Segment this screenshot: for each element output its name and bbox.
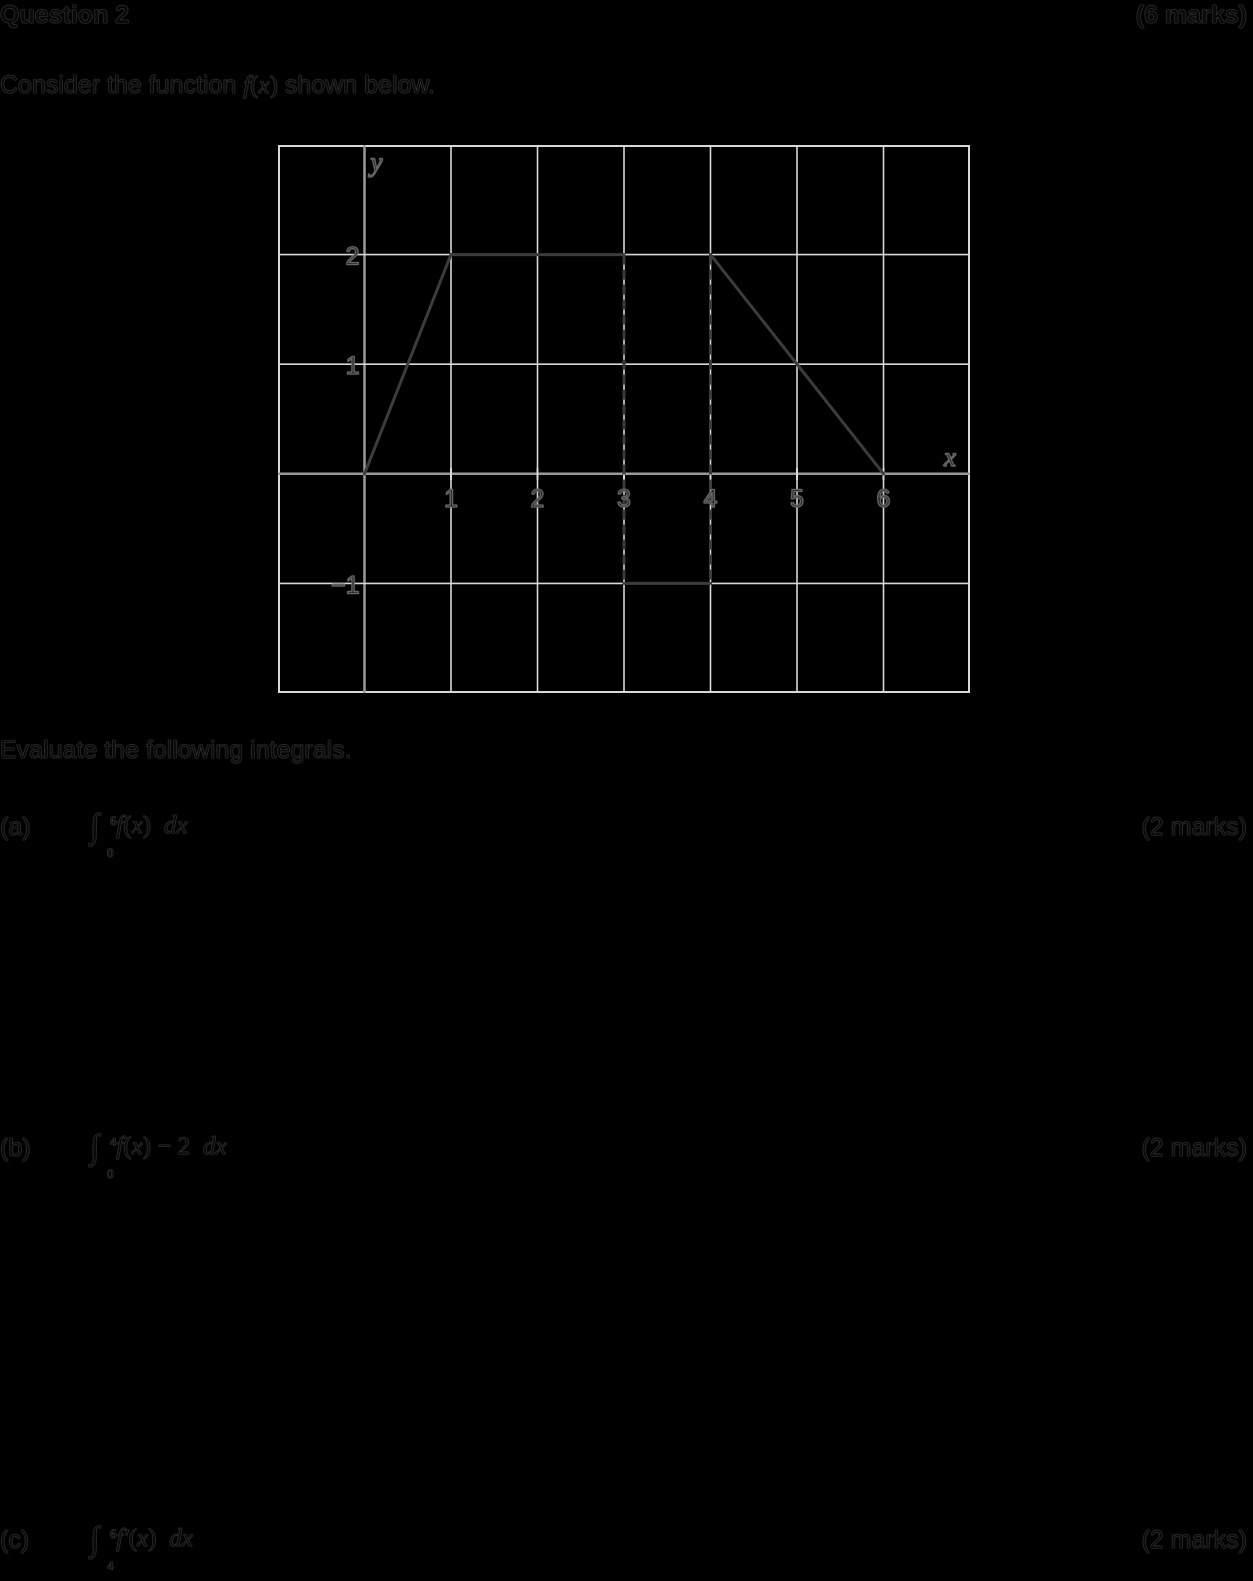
graph-labels: 1 2 3 4 5 6 2 1 −1 y x	[331, 147, 957, 600]
curve-segment	[363, 253, 453, 476]
x-tick-label: 6	[877, 485, 891, 513]
intro-func-open: (	[250, 72, 259, 99]
part-b-integrand-close: )	[142, 1133, 151, 1160]
part-b-marks: (2 marks)	[1141, 1134, 1247, 1162]
part-c-integrand-x: x	[137, 1525, 149, 1552]
part-b-integrand-x: x	[131, 1133, 143, 1160]
part-b-upper-limit: 4	[110, 1134, 117, 1149]
intro-func-x: x	[258, 72, 270, 99]
y-tick-label: 2	[346, 243, 360, 271]
part-b-integrand-extra: −	[151, 1133, 178, 1160]
x-tick-label: 2	[531, 485, 545, 513]
part-a-label: (a)	[0, 813, 31, 841]
integral-sign-c: ∫	[90, 1521, 100, 1558]
intro-after: shown below.	[277, 71, 435, 99]
intro-sentence: Consider the function f(x) shown below.	[0, 70, 435, 101]
part-b-integrand-open: (	[123, 1133, 132, 1160]
part-b-lower-limit: 0	[107, 1166, 114, 1181]
part-a-upper-limit: 6	[110, 813, 117, 828]
part-c-lower-limit: 4	[107, 1558, 114, 1573]
x-tick-label: 4	[704, 485, 718, 513]
part-c-marks: (2 marks)	[1141, 1526, 1247, 1554]
function-graph: 1 2 3 4 5 6 2 1 −1 y x	[278, 145, 970, 693]
x-tick-label: 1	[444, 485, 458, 513]
part-b-integral: ∫ 4 0 f(x) − 2 dx	[90, 1129, 227, 1182]
part-b-label: (b)	[0, 1134, 31, 1162]
part-b-integrand-const: 2	[177, 1133, 191, 1160]
x-tick-label: 3	[617, 485, 631, 513]
x-tick-label: 5	[790, 485, 804, 513]
x-axis-label: x	[943, 442, 956, 472]
part-c-integrand-close: )	[148, 1525, 157, 1552]
y-tick-label: 1	[346, 352, 360, 380]
part-b-differential: dx	[203, 1133, 227, 1160]
intro-func-close: )	[269, 72, 278, 99]
integral-sign-a: ∫	[90, 808, 100, 845]
intro-before: Consider the function	[0, 71, 244, 99]
y-axis-label: y	[368, 147, 383, 177]
integral-sign-b: ∫	[90, 1129, 100, 1166]
part-a-integrand-open: (	[123, 812, 132, 839]
part-c-integrand-open: (	[128, 1525, 138, 1552]
part-a-integral: ∫ 6 0 f(x) dx	[90, 808, 188, 861]
curve-segment	[709, 253, 885, 476]
function-curve	[363, 253, 885, 585]
instruction-text: Evaluate the following integrals.	[0, 736, 352, 764]
part-a-integrand-f: f	[116, 812, 124, 839]
part-a-marks: (2 marks)	[1141, 813, 1247, 841]
part-c-upper-limit: 6	[110, 1526, 117, 1541]
part-a-differential: dx	[163, 812, 188, 839]
y-tick-label: −1	[331, 571, 360, 599]
part-c-integral: ∫ 6 4 f′(x) dx	[90, 1521, 194, 1574]
part-c-integrand-f: f′	[116, 1525, 129, 1552]
question-title: Question 2	[0, 1, 130, 29]
part-a-integrand-close: )	[142, 812, 151, 839]
total-marks: (6 marks)	[1135, 1, 1247, 29]
part-c-label: (c)	[0, 1526, 30, 1554]
part-a-integrand-x: x	[131, 812, 143, 839]
part-c-differential: dx	[169, 1525, 194, 1552]
part-b-integrand-f: f	[116, 1133, 124, 1160]
intro-func-f: f	[243, 72, 251, 99]
graph-grid	[278, 145, 970, 693]
part-a-lower-limit: 0	[107, 845, 114, 860]
